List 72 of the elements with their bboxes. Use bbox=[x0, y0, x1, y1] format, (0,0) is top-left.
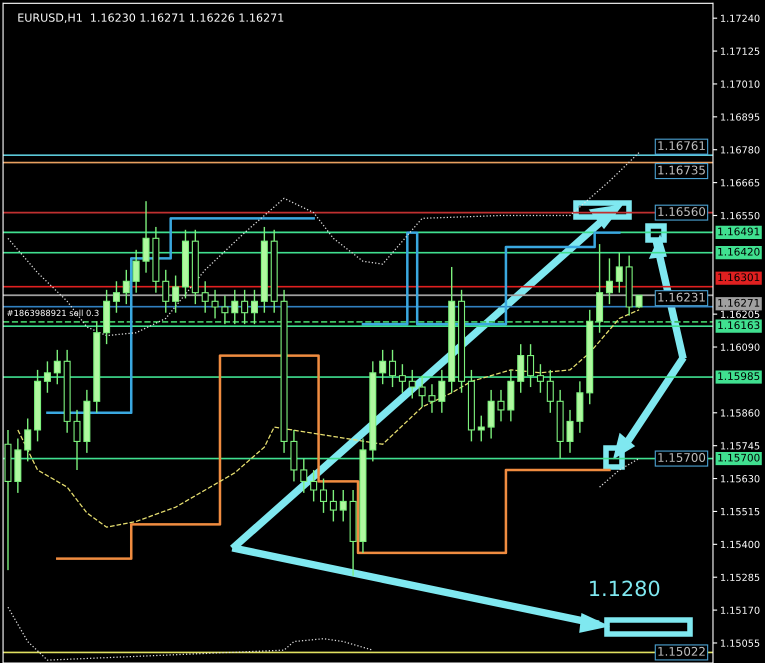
y-tick-label: 1.15860 bbox=[720, 409, 760, 417]
y-tick-label: 1.17240 bbox=[720, 14, 760, 22]
candlestick bbox=[24, 418, 32, 462]
candlestick bbox=[44, 360, 51, 394]
candlestick bbox=[300, 458, 308, 494]
candlestick bbox=[438, 369, 446, 414]
candlestick bbox=[112, 280, 120, 314]
y-tick-label: 1.16550 bbox=[720, 212, 760, 220]
candlestick bbox=[162, 269, 170, 314]
candlestick bbox=[527, 343, 534, 388]
y-tick-label: 1.15400 bbox=[720, 540, 760, 548]
ref-line-label: 1.16301 bbox=[718, 273, 760, 282]
annotation: 1.15700 bbox=[658, 453, 706, 462]
ref-line-label: 1.16271 bbox=[718, 298, 760, 307]
candlestick bbox=[132, 249, 140, 294]
candlestick bbox=[408, 369, 416, 400]
candlestick bbox=[320, 478, 328, 514]
ref-line-label: 1.15700 bbox=[718, 454, 760, 462]
y-tick-label: 1.15285 bbox=[720, 574, 760, 582]
annotation: 1.1280 bbox=[590, 580, 660, 596]
y-tick-label: 1.17125 bbox=[720, 48, 760, 55]
candlestick bbox=[389, 349, 396, 388]
candlestick bbox=[202, 280, 209, 314]
candlestick bbox=[546, 369, 554, 414]
candlestick bbox=[478, 414, 485, 442]
candlestick bbox=[122, 269, 130, 305]
candlestick bbox=[616, 252, 623, 294]
line-series bbox=[7, 606, 374, 661]
candlestick bbox=[54, 349, 61, 385]
candlestick bbox=[221, 294, 228, 325]
candlestick bbox=[418, 374, 426, 408]
candlestick bbox=[310, 469, 318, 502]
annotation: 1.16560 bbox=[658, 207, 706, 216]
candlestick bbox=[231, 289, 238, 325]
candlestick bbox=[330, 489, 337, 522]
candlestick bbox=[142, 200, 150, 274]
y-tick-label: 1.15170 bbox=[720, 606, 760, 614]
annotation: 1.16231 bbox=[658, 292, 705, 302]
candlestick bbox=[250, 289, 258, 325]
candlestick bbox=[566, 409, 574, 454]
annotation: 1.16761 bbox=[658, 141, 705, 150]
y-tick-label: 1.15515 bbox=[720, 508, 760, 516]
candlestick bbox=[636, 294, 643, 309]
candlestick bbox=[536, 363, 544, 394]
candlestick bbox=[73, 409, 81, 471]
y-tick-label: 1.15745 bbox=[720, 442, 760, 450]
ref-line-label: 1.15985 bbox=[718, 372, 760, 380]
y-tick-label: 1.16780 bbox=[720, 146, 760, 154]
y-tick-label: 1.16895 bbox=[720, 113, 760, 121]
text: EURUSD,H1 1.16230 1.16271 1.16226 1.16271 bbox=[18, 13, 284, 23]
y-tick-label: 1.17010 bbox=[720, 80, 760, 88]
candlestick bbox=[379, 349, 386, 385]
candlestick bbox=[606, 258, 613, 305]
annotation: 1.15022 bbox=[658, 646, 705, 656]
candlestick bbox=[212, 289, 219, 320]
ref-line-label: 1.16163 bbox=[718, 321, 760, 330]
candlestick bbox=[497, 389, 505, 422]
annotation: 1.16735 bbox=[658, 166, 705, 175]
ref-line-label: 1.16491 bbox=[718, 228, 760, 236]
candlestick bbox=[428, 384, 436, 414]
y-tick-label: 1.15630 bbox=[720, 475, 760, 482]
y-tick-label: 1.15055 bbox=[720, 639, 760, 647]
ref-line-label: 1.16420 bbox=[718, 248, 760, 256]
y-tick-label: 1.16090 bbox=[720, 344, 760, 351]
candlestick bbox=[398, 363, 406, 394]
annotation: #1863988921 sell 0.3 bbox=[7, 310, 99, 316]
candlestick bbox=[241, 289, 248, 325]
y-tick-label: 1.16665 bbox=[720, 179, 760, 186]
candlestick bbox=[340, 489, 347, 522]
line-series bbox=[7, 152, 640, 336]
y-tick-label: 1.16205 bbox=[720, 310, 760, 318]
candlestick bbox=[172, 274, 180, 314]
